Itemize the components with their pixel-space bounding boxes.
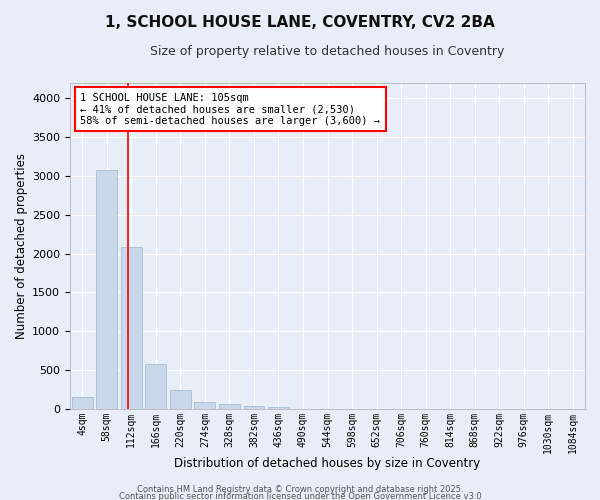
X-axis label: Distribution of detached houses by size in Coventry: Distribution of detached houses by size … (175, 457, 481, 470)
Text: 1, SCHOOL HOUSE LANE, COVENTRY, CV2 2BA: 1, SCHOOL HOUSE LANE, COVENTRY, CV2 2BA (105, 15, 495, 30)
Text: Contains HM Land Registry data © Crown copyright and database right 2025.: Contains HM Land Registry data © Crown c… (137, 486, 463, 494)
Bar (219, 404, 240, 409)
Title: Size of property relative to detached houses in Coventry: Size of property relative to detached ho… (151, 45, 505, 58)
Y-axis label: Number of detached properties: Number of detached properties (15, 153, 28, 339)
Bar (268, 408, 289, 409)
Text: Contains public sector information licensed under the Open Government Licence v3: Contains public sector information licen… (119, 492, 481, 500)
Bar (170, 390, 191, 409)
Bar (72, 398, 92, 409)
Bar (244, 406, 265, 409)
Bar (194, 402, 215, 409)
Bar (145, 364, 166, 409)
Bar (97, 170, 117, 409)
Text: 1 SCHOOL HOUSE LANE: 105sqm
← 41% of detached houses are smaller (2,530)
58% of : 1 SCHOOL HOUSE LANE: 105sqm ← 41% of det… (80, 92, 380, 126)
Bar (121, 248, 142, 409)
